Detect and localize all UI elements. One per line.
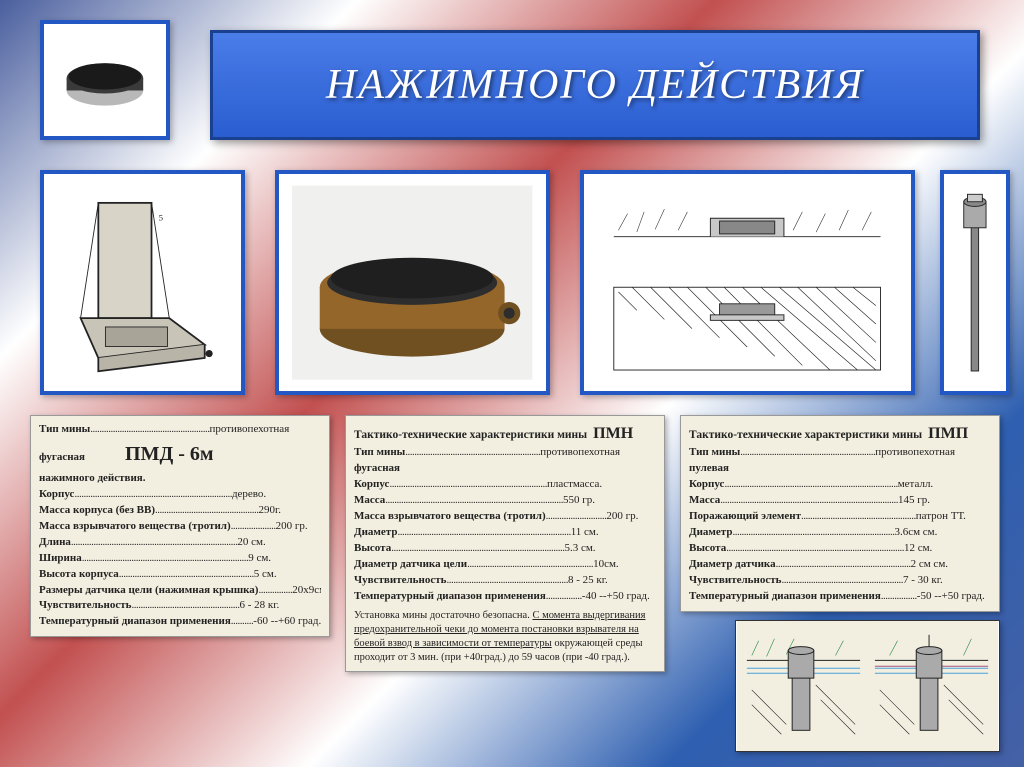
card1-code: ПМД - 6м [125,440,213,469]
stake-icon [947,185,1003,380]
card3-heading: Тактико-технические характеристики мины [689,429,922,441]
burial-diagram [580,170,915,395]
bottom-diagram-icon [736,621,999,751]
card2-note: Установка мины достаточно безопасна. С м… [354,609,656,666]
bottom-diagram [735,620,1000,752]
mine-icon [50,30,160,131]
mine-photo-icon [292,185,532,380]
page-title: НАЖИМНОГО ДЕЙСТВИЯ [326,61,864,109]
box-diagram-icon: 5 [54,185,231,380]
card3-code: ПМП [928,425,968,442]
spec-card-pmp: Тактико-технические характеристики мины П… [680,415,1000,612]
stake-diagram [940,170,1010,395]
burial-diagram-icon [600,185,894,380]
note-pre: Установка мины достаточно безопасна. [354,610,532,621]
mine-thumb-top [40,20,170,140]
spec-card-pmn: Тактико-технические характеристики мины П… [345,415,665,672]
card2-heading: Тактико-технические характеристики мины [354,429,587,441]
wooden-box-diagram: 5 [40,170,245,395]
card2-code: ПМН [593,425,633,442]
mine-photo-center [275,170,550,395]
title-box: НАЖИМНОГО ДЕЙСТВИЯ [210,30,980,140]
spec-card-pmd6m: Тип мины................................… [30,415,330,637]
svg-text:5: 5 [158,212,163,222]
